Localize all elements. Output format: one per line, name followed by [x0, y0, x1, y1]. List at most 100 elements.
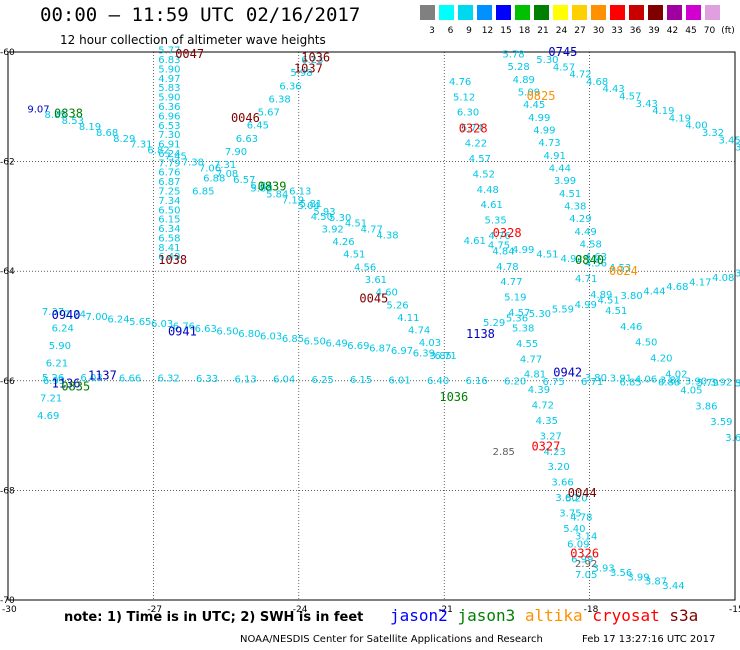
wave-height-value: 7.37 — [42, 307, 64, 318]
wave-height-value: 6.23 — [301, 55, 323, 66]
wave-height-value: 4.99 — [575, 300, 597, 311]
wave-height-value: 6.63 — [195, 324, 217, 335]
scale-label: 24 — [555, 26, 568, 36]
pass-time-label: 0838 — [54, 106, 83, 120]
wave-height-value: 6.24 — [158, 149, 180, 160]
wave-height-value: 3.92 — [322, 224, 344, 235]
scale-label: 12 — [481, 26, 494, 36]
wave-height-value: 3.87 — [645, 577, 667, 588]
wave-height-value: 5.78 — [502, 49, 524, 60]
pass-time-label: 0835 — [61, 379, 90, 393]
wave-height-value: 4.71 — [575, 274, 597, 285]
wave-height-value: 6.30 — [457, 108, 479, 119]
wave-height-value: 4.57 — [619, 91, 641, 102]
wave-height-value: 3.60 — [555, 493, 577, 504]
wave-height-value: 4.51 — [598, 296, 620, 307]
legend-item-jason2: jason2 — [390, 606, 458, 625]
scale-label: 70 — [703, 26, 716, 36]
pass-time-label: 0328 — [493, 226, 522, 240]
scale-label: 18 — [518, 26, 531, 36]
scale-label: 30 — [592, 26, 605, 36]
wave-height-value: 4.61 — [481, 200, 503, 211]
scale-swatch — [667, 5, 682, 20]
wave-height-value: 6.13 — [234, 374, 256, 385]
wave-height-value: 6.50 — [158, 205, 180, 216]
wave-height-value: 3.64 — [725, 433, 740, 444]
wave-height-value: 6.01 — [388, 376, 410, 387]
lon-tick-label: -15 — [729, 605, 740, 615]
wave-height-value: 4.23 — [544, 447, 566, 458]
wave-height-value: 8.19 — [79, 122, 101, 133]
wave-height-value: 6.40 — [427, 376, 449, 387]
wave-height-value: 6.97 — [391, 346, 413, 357]
scale-label: 39 — [648, 26, 660, 36]
wave-height-value: 4.20 — [650, 354, 672, 365]
wave-height-value: 7.21 — [40, 394, 62, 405]
wave-height-value: 3.80 — [620, 291, 642, 302]
wave-height-value: 4.43 — [603, 84, 625, 95]
scale-swatch — [534, 5, 549, 20]
wave-height-value: 4.03 — [419, 338, 441, 349]
pass-time-label: 0824 — [609, 264, 638, 278]
wave-height-value: 4.63 — [585, 252, 607, 263]
wave-height-value: 4.39 — [528, 385, 550, 396]
wave-height-value: 4.77 — [520, 354, 542, 365]
wave-height-value: 6.39 — [413, 348, 435, 359]
scale-swatch — [686, 5, 701, 20]
wave-height-value: 4.97 — [158, 74, 180, 85]
pass-time-label: 1036 — [439, 390, 468, 404]
wave-height-value: 6.32 — [157, 374, 179, 385]
wave-height-value: 5.74 — [461, 123, 483, 134]
wave-height-value: 3.56 — [610, 568, 632, 579]
wave-height-value: 9.07 — [27, 104, 49, 115]
wave-height-value: 5.98 — [290, 68, 312, 79]
wave-height-value: 5.26 — [386, 300, 408, 311]
wave-height-value: 6.24 — [52, 323, 74, 334]
wave-height-value: 5.81 — [300, 199, 322, 210]
wave-height-value: 8.29 — [113, 134, 135, 145]
wave-height-value: 5.38 — [512, 323, 534, 334]
wave-height-value: 6.15 — [350, 375, 372, 386]
wave-height-value: 6.03 — [80, 373, 102, 384]
wave-height-value: 4.72 — [532, 401, 554, 412]
legend-item-altika: altika — [524, 606, 593, 625]
wave-height-value: 4.45 — [523, 100, 545, 111]
wave-height-value: 4.76 — [488, 231, 510, 242]
wave-height-value: 8.41 — [158, 243, 180, 254]
wave-height-value: 4.92 — [561, 254, 583, 265]
wave-height-value: 3.81 — [660, 376, 682, 387]
wave-height-value: 6.99 — [571, 555, 593, 566]
wave-height-value: 5.90 — [49, 341, 71, 352]
wave-height-value: 5.26 — [42, 373, 64, 384]
wave-height-value: 5.59 — [552, 305, 574, 316]
wave-height-value: 4.99 — [528, 113, 550, 124]
wave-height-value: 3.86 — [695, 401, 717, 412]
scale-swatch — [629, 5, 644, 20]
wave-height-value: 6.38 — [269, 94, 291, 105]
wave-height-value: 7.19 — [282, 195, 304, 206]
wave-height-value: 5.79 — [696, 378, 718, 389]
wave-height-value: 4.26 — [332, 237, 354, 248]
wave-height-value: 6.04 — [273, 375, 295, 386]
pass-time-label: 0942 — [553, 366, 582, 380]
wave-height-value: 6.03 — [151, 319, 173, 330]
wave-height-value: 4.53 — [609, 263, 631, 274]
wave-height-value: 6.36 — [158, 102, 180, 113]
wave-height-value: 4.38 — [564, 202, 586, 213]
wave-height-value: 7.05 — [575, 570, 597, 581]
wave-height-value: 4.73 — [538, 138, 560, 149]
wave-height-value: 6.85 — [192, 186, 214, 197]
wave-height-value: 7.45 — [165, 151, 187, 162]
wave-height-value: 4.89 — [513, 75, 535, 86]
legend-item-jason3: jason3 — [457, 606, 525, 625]
wave-height-value: 7.31 — [130, 140, 152, 151]
wave-height-value: 7.24 — [64, 309, 86, 320]
wave-height-value: 4.51 — [559, 189, 581, 200]
wave-height-value: 4.46 — [620, 322, 642, 333]
wave-height-value: 4.56 — [354, 262, 376, 273]
scale-label: 21 — [537, 26, 549, 36]
wave-height-value: 4.77 — [500, 277, 522, 288]
wave-height-value: 4.99 — [533, 126, 555, 137]
wave-height-value: 4.50 — [635, 338, 657, 349]
